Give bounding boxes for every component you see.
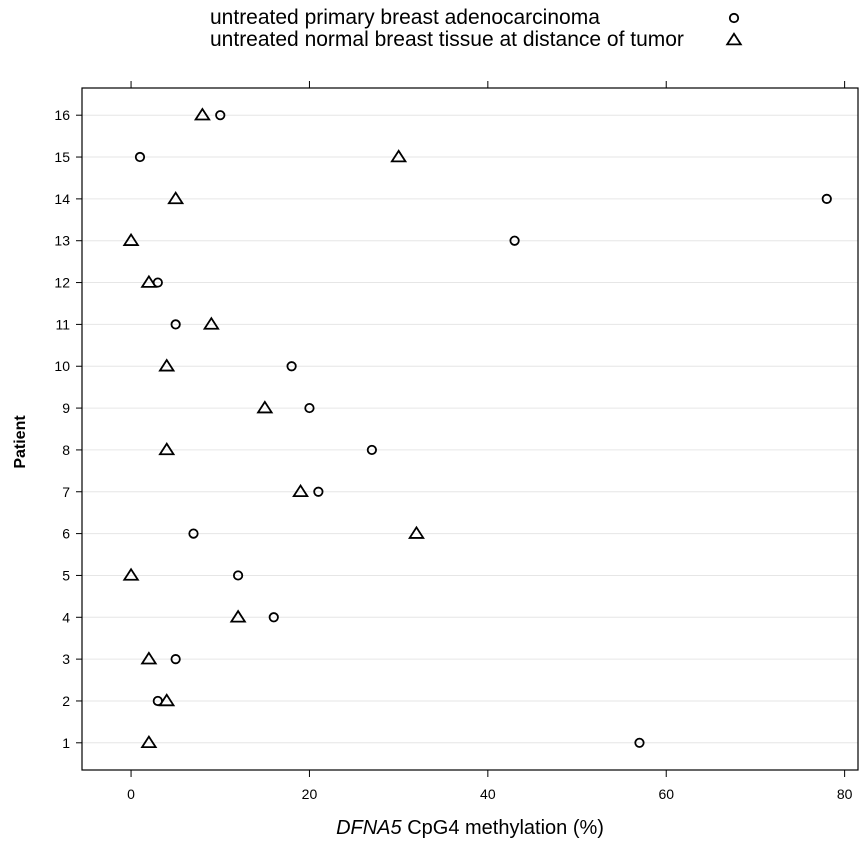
point-tumor-patient-11 [170,319,181,330]
x-tick-label-60: 60 [658,786,674,802]
point-tumor-patient-8 [366,444,377,456]
x-tick-label-20: 20 [302,786,318,802]
point-tumor-patient-5 [232,570,244,581]
point-normal-patient-3 [140,651,158,665]
point-normal-patient-4 [229,609,247,623]
point-normal-patient-14 [167,191,185,205]
point-normal-patient-2 [158,693,176,707]
gridlines [82,114,858,744]
y-tick-label-8: 8 [62,442,70,458]
point-normal-patient-13 [122,232,140,246]
point-tumor-patient-9 [304,402,315,414]
y-axis-label: Patient [12,415,29,469]
y-tick-label-4: 4 [62,609,70,625]
y-tick-label-6: 6 [62,526,70,542]
point-normal-patient-16 [193,107,211,121]
plot-frame [81,87,859,771]
y-tick-label-9: 9 [62,400,70,416]
x-axis-label-rest: CpG4 methylation (%) [401,817,604,839]
data-points [122,107,832,749]
x-tick-label-0: 0 [127,786,135,802]
y-tick-label-16: 16 [54,107,70,123]
point-normal-patient-15 [390,149,408,163]
legend-circle-symbol [728,12,740,24]
point-normal-patient-11 [202,316,220,330]
y-tick-label-7: 7 [62,484,70,500]
point-tumor-patient-4 [268,612,279,623]
y-tick-label-13: 13 [54,233,70,249]
y-tick-label-1: 1 [62,735,70,751]
y-tick-label-11: 11 [55,316,70,332]
point-tumor-patient-15 [134,151,146,163]
x-tick-label-40: 40 [480,786,496,802]
y-tick-label-15: 15 [54,149,70,165]
point-normal-patient-7 [292,483,309,498]
y-tick-label-12: 12 [54,275,70,291]
point-tumor-patient-1 [634,737,645,748]
point-tumor-patient-13 [509,235,520,246]
y-tick-label-3: 3 [62,651,70,667]
y-tick-label-10: 10 [54,358,70,374]
y-tick-label-2: 2 [62,693,70,709]
y-tick-label-5: 5 [62,567,70,583]
point-normal-patient-8 [158,442,176,456]
point-normal-patient-1 [140,734,158,749]
legend-label-tumor: untreated primary breast adenocarcinoma [210,6,600,29]
point-tumor-patient-6 [188,528,199,539]
point-tumor-patient-10 [286,361,297,372]
legend-symbols [725,12,743,46]
point-tumor-patient-16 [215,110,226,121]
point-normal-patient-6 [408,525,425,539]
point-normal-patient-12 [140,274,158,288]
point-tumor-patient-3 [170,654,181,665]
x-axis-label: DFNA5 CpG4 methylation (%) [82,817,858,840]
point-normal-patient-9 [256,400,274,414]
legend-triangle-symbol [725,32,743,46]
point-normal-patient-10 [158,358,176,372]
point-tumor-patient-7 [313,486,324,497]
point-normal-patient-5 [122,567,140,581]
x-axis-label-gene: DFNA5 [336,817,402,839]
legend-label-normal: untreated normal breast tissue at distan… [210,28,684,51]
x-tick-label-80: 80 [837,786,853,802]
point-tumor-patient-14 [821,193,832,204]
y-tick-label-14: 14 [54,191,70,207]
